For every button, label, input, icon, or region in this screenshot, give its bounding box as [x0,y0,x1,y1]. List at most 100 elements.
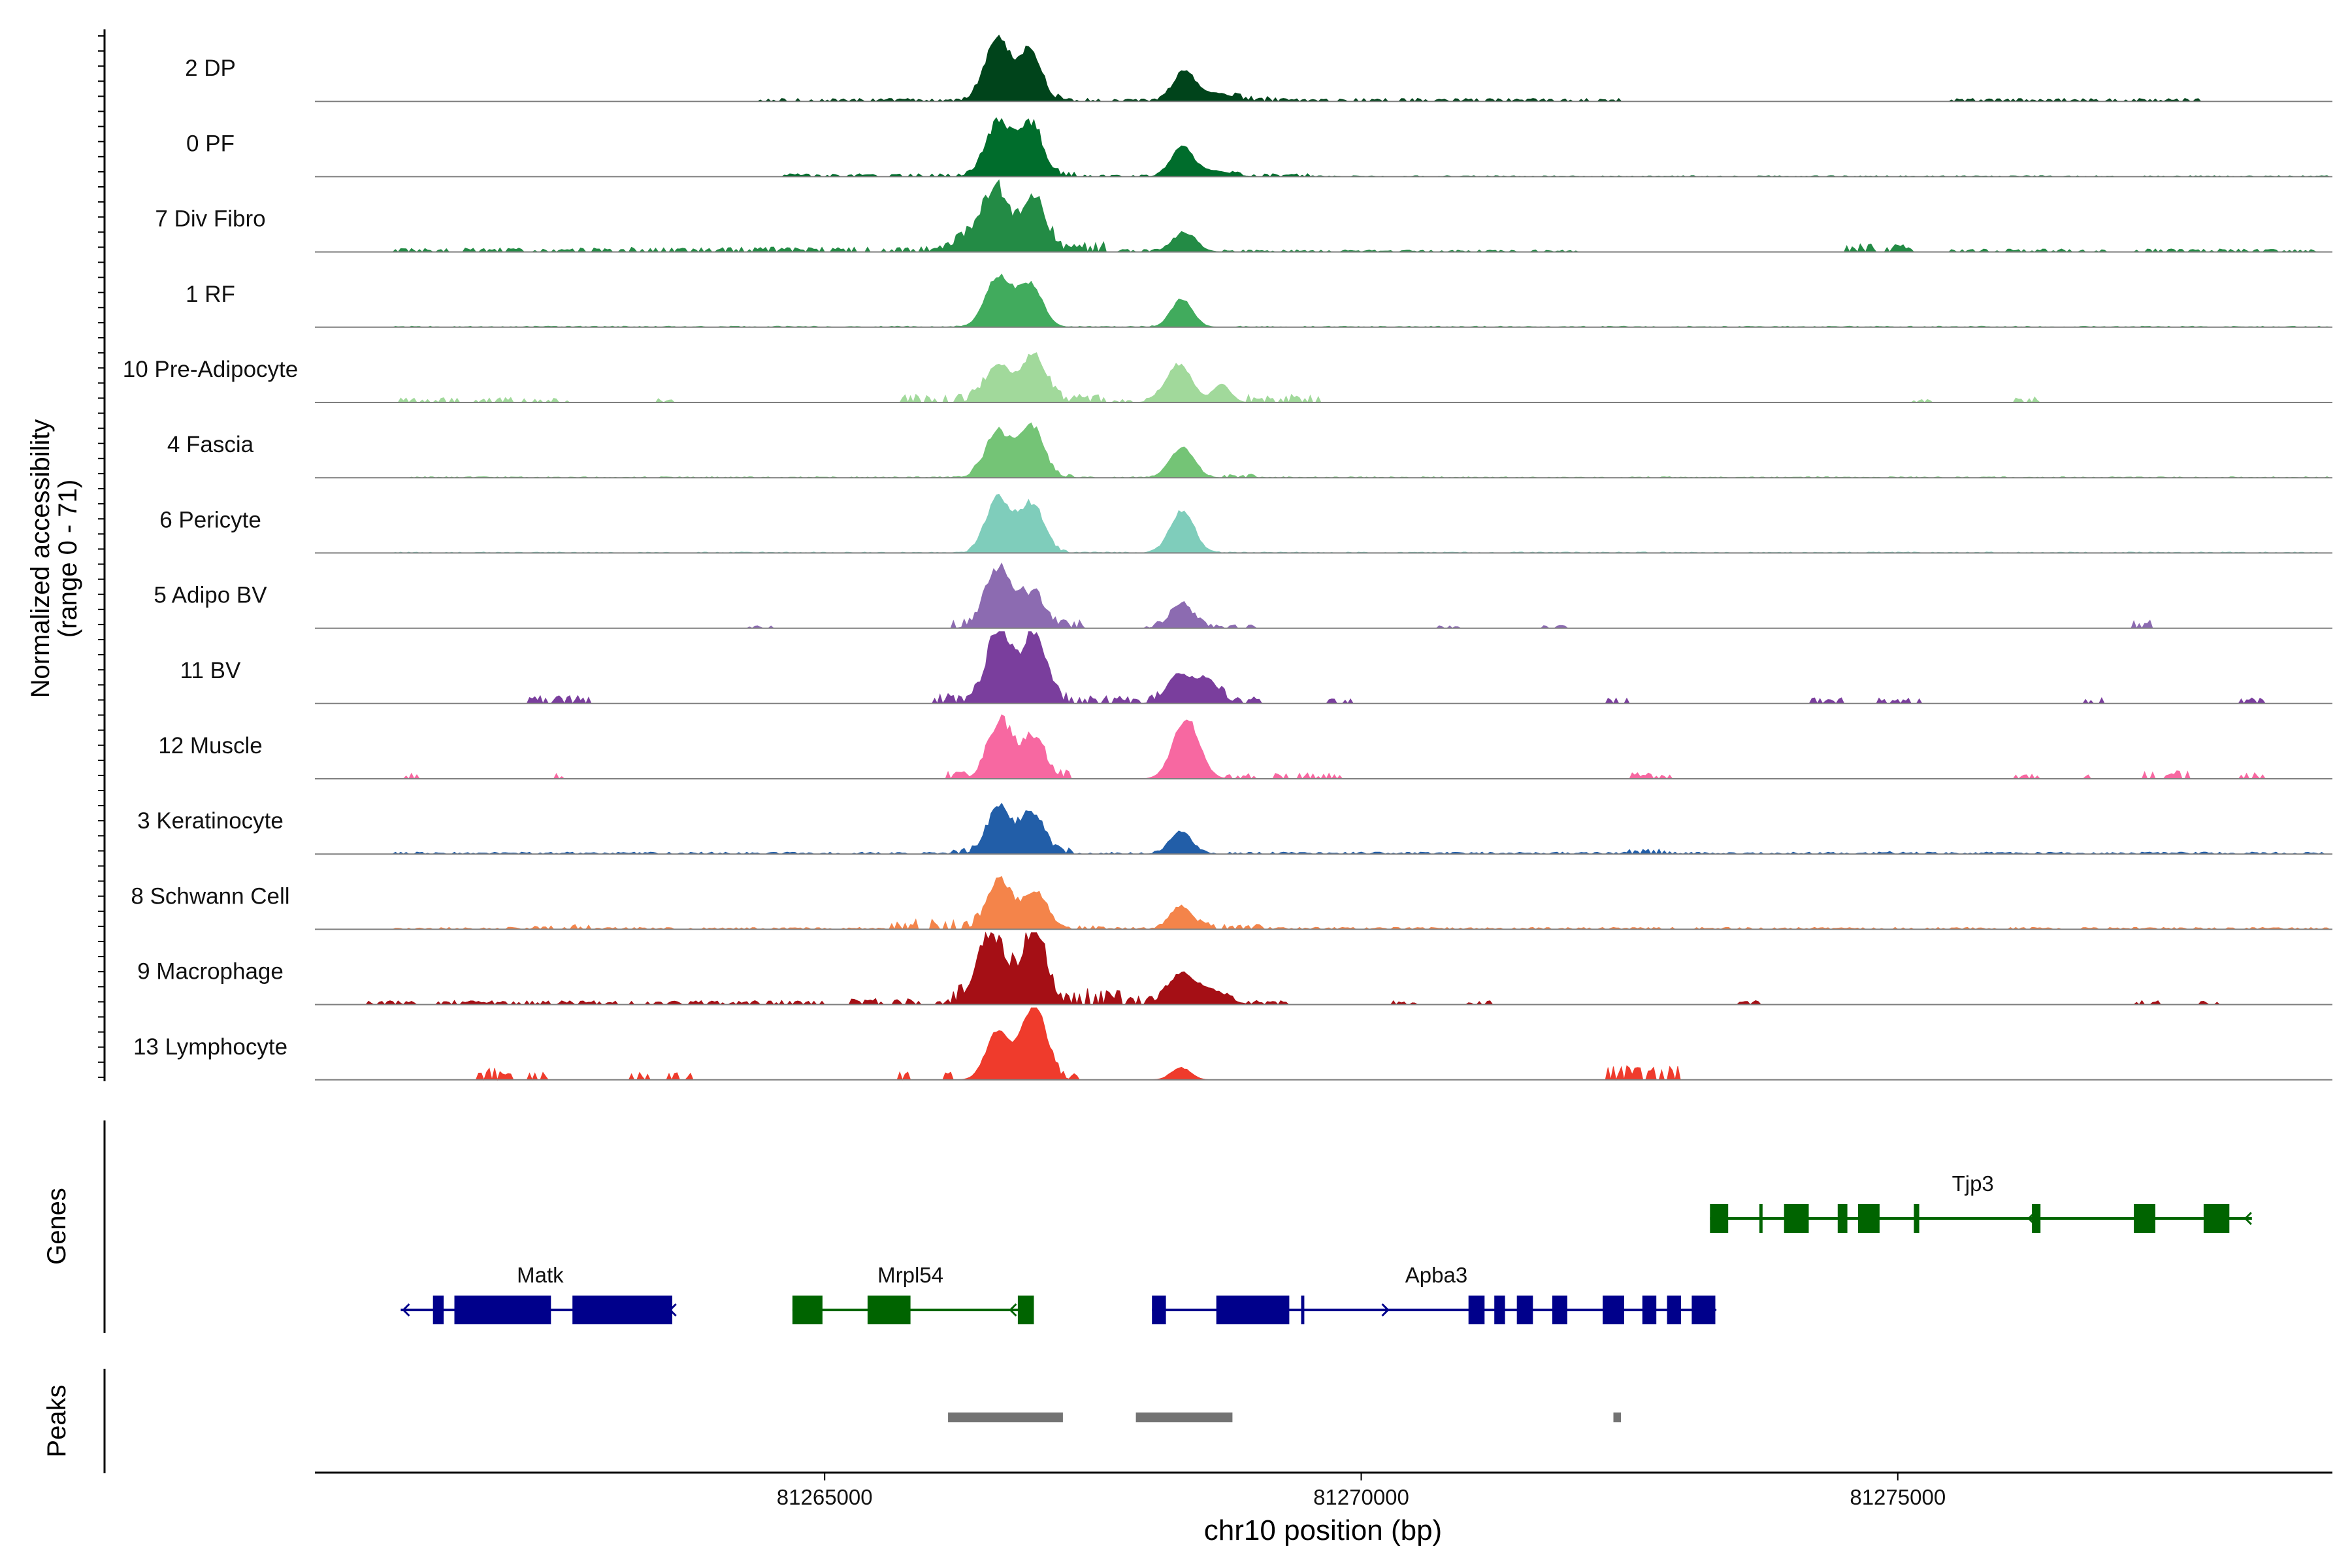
x-tick-label-81270000: 81270000 [1313,1485,1409,1509]
gene-exon-apba3 [1667,1296,1681,1324]
track-label-8-schwann-cell: 8 Schwann Cell [131,883,289,909]
track-label-4-fascia: 4 Fascia [167,432,254,457]
strand-arrow-mrpl54 [1009,1303,1017,1317]
gene-exon-tjp3 [1914,1204,1919,1233]
coverage-tracks: 2 DP 0 PF 7 Div Fibro 1 RF 10 Pre-Adipocyte 4… [123,35,2332,1081]
coverage-area-3-keratinocyte [315,802,2332,855]
gene-exon-apba3 [1552,1296,1567,1324]
gene-exon-apba3 [1642,1296,1657,1324]
peaks-panel [103,1369,1621,1473]
track-6-pericyte: 6 Pericyte [159,493,2332,554]
coverage-area-6-pericyte [315,493,2332,553]
track-label-6-pericyte: 6 Pericyte [159,507,261,532]
gene-annotation-panel: Matk Mrpl54 Apba3 Tjp3 [103,1120,2252,1333]
track-label-3-keratinocyte: 3 Keratinocyte [137,808,284,834]
track-2-dp: 2 DP [185,35,2332,103]
strand-arrow-mrpl54 [793,1303,802,1317]
gene-exon-tjp3 [2032,1204,2041,1233]
gene-exon-mrpl54 [792,1296,823,1324]
gene-exon-apba3 [1468,1296,1485,1324]
y-axis-title: Normalized accessibility [26,419,55,698]
peaks-panel-title: Peaks [42,1384,71,1457]
genes-panel-title: Genes [42,1188,71,1265]
track-label-13-lymphocyte: 13 Lymphocyte [133,1034,287,1060]
gene-exon-matk [572,1296,672,1324]
track-label-10-pre-adipocyte: 10 Pre-Adipocyte [123,357,298,382]
gene-tjp3: Tjp3 [1710,1171,2252,1233]
gene-label-tjp3: Tjp3 [1952,1171,1994,1196]
gene-apba3: Apba3 [1152,1263,1717,1324]
peak-region [948,1413,1063,1422]
gene-exon-apba3 [1516,1296,1533,1324]
track-label-9-macrophage: 9 Macrophage [137,959,284,985]
coverage-area-5-adipo-bv [315,562,2332,630]
peak-region [1613,1413,1621,1422]
track-5-adipo-bv: 5 Adipo BV [154,562,2332,630]
gene-exon-tjp3 [1837,1204,1848,1233]
strand-arrow-matk [664,1303,673,1317]
strand-arrow-tjp3 [1711,1211,1720,1226]
track-13-lymphocyte: 13 Lymphocyte [133,1007,2332,1081]
gene-exon-matk [433,1296,444,1324]
gene-exon-apba3 [1691,1296,1716,1324]
strand-arrow-apba3 [1153,1303,1162,1317]
track-3-keratinocyte: 3 Keratinocyte [137,802,2332,855]
x-axis: 81265000 81270000 81275000 [315,1471,2332,1509]
coverage-area-0-pf [315,117,2332,178]
track-1-rf: 1 RF [186,273,2332,328]
gene-matk: Matk [400,1263,677,1324]
gene-exon-apba3 [1216,1296,1290,1324]
gene-label-mrpl54: Mrpl54 [877,1263,943,1287]
track-label-5-adipo-bv: 5 Adipo BV [154,583,267,608]
coverage-area-13-lymphocyte [315,1007,2332,1081]
strand-arrow-apba3 [1607,1303,1615,1317]
track-11-bv: 11 BV [180,631,2332,705]
track-10-pre-adipocyte: 10 Pre-Adipocyte [123,352,2332,404]
coverage-area-4-fascia [315,422,2332,478]
coverage-area-9-macrophage [315,931,2332,1005]
gene-exon-tjp3 [1784,1204,1809,1233]
coverage-area-11-bv [315,631,2332,705]
track-label-11-bv: 11 BV [180,658,241,683]
strand-arrow-matk [668,1303,677,1317]
strand-arrow-tjp3 [2027,1211,2036,1226]
gene-exon-tjp3 [1759,1204,1763,1233]
track-8-schwann-cell: 8 Schwann Cell [131,875,2332,930]
track-12-muscle: 12 Muscle [158,714,2332,780]
gene-mrpl54: Mrpl54 [792,1263,1034,1324]
coverage-area-1-rf [315,273,2332,328]
gene-exon-tjp3 [2203,1204,2230,1233]
track-7-div-fibro: 7 Div Fibro [155,179,2332,253]
track-label-7-div-fibro: 7 Div Fibro [155,206,265,232]
track-label-0-pf: 0 PF [186,131,235,156]
strand-arrow-matk [402,1303,410,1317]
gene-exon-tjp3 [1858,1204,1880,1233]
track-4-fascia: 4 Fascia [167,422,2332,479]
track-9-macrophage: 9 Macrophage [137,931,2332,1005]
strand-arrow-apba3 [1381,1303,1390,1317]
strand-arrow-tjp3 [2244,1211,2252,1226]
strand-arrow-mrpl54 [1026,1303,1034,1317]
gene-label-apba3: Apba3 [1405,1263,1467,1287]
track-label-2-dp: 2 DP [185,56,236,81]
gene-exon-mrpl54 [1017,1296,1034,1324]
gene-exon-mrpl54 [867,1296,911,1324]
gene-exon-apba3 [1494,1296,1505,1324]
strand-arrow-tjp3 [1789,1211,1797,1226]
x-tick-label-81265000: 81265000 [777,1485,873,1509]
y-axis-range: (range 0 - 71) [54,480,82,638]
coverage-area-12-muscle [315,714,2332,780]
track-0-pf: 0 PF [186,117,2332,178]
gene-exon-apba3 [1301,1296,1305,1324]
peak-region [1135,1413,1233,1422]
x-tick-label-81275000: 81275000 [1850,1485,1946,1509]
coverage-area-8-schwann-cell [315,875,2332,930]
gene-label-matk: Matk [517,1263,564,1287]
coverage-area-10-pre-adipocyte [315,352,2332,404]
x-axis-title: chr10 position (bp) [1204,1514,1442,1546]
coverage-area-2-dp [315,35,2332,102]
strand-arrow-apba3 [1708,1303,1717,1317]
y-axis [98,29,106,1081]
track-label-12-muscle: 12 Muscle [158,733,263,759]
